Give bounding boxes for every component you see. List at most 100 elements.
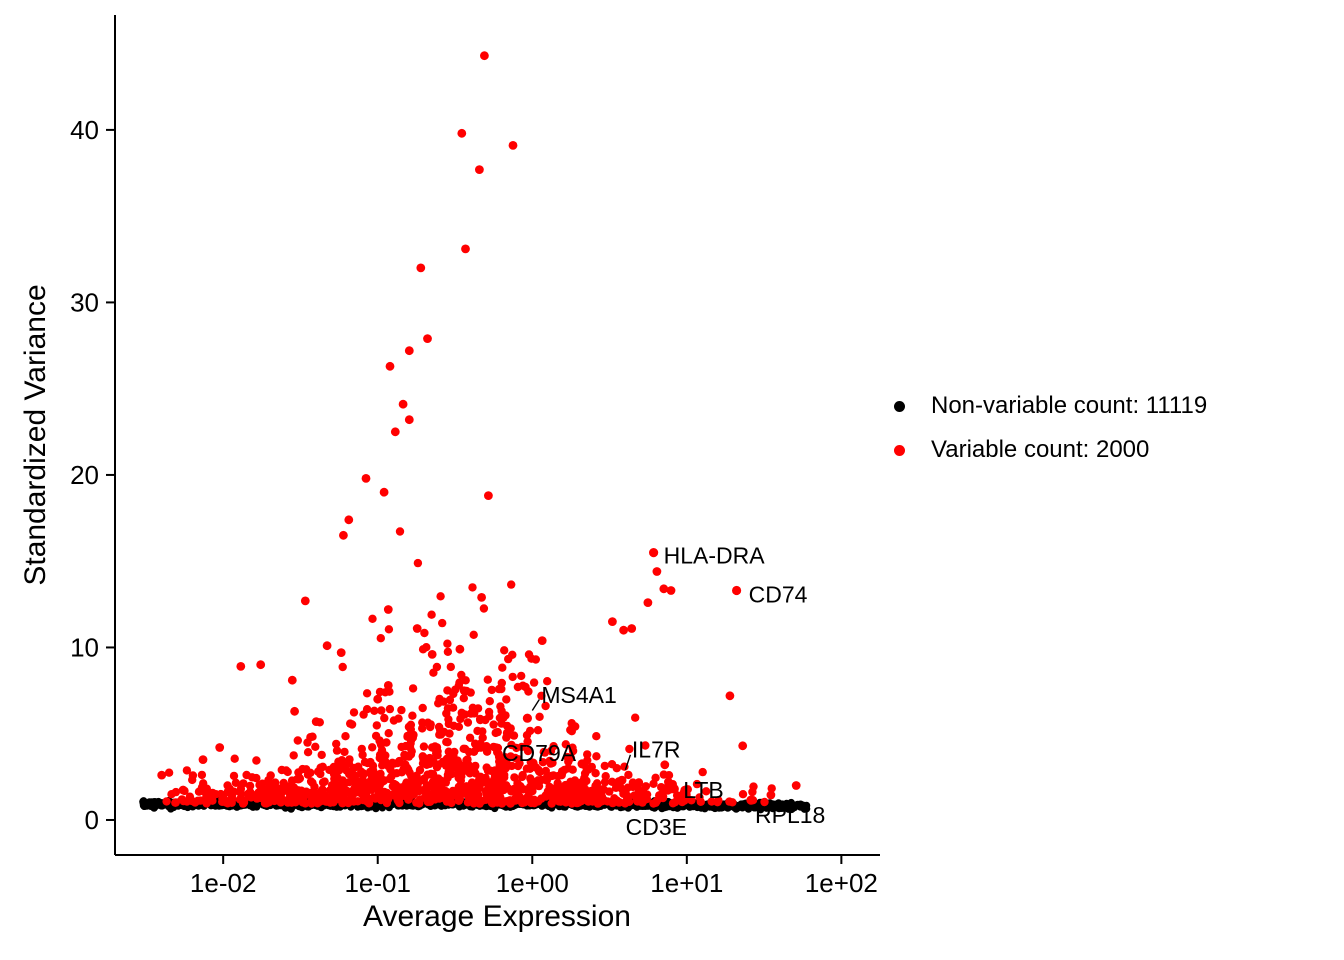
point-variable	[347, 720, 357, 729]
point-variable	[561, 780, 570, 790]
point-variable	[397, 742, 406, 752]
point-nonvariable	[775, 804, 783, 813]
point-variable	[608, 797, 617, 807]
point-variable	[318, 762, 327, 771]
point-variable	[418, 752, 427, 761]
point-variable	[713, 798, 722, 807]
point-variable	[481, 773, 490, 783]
y-tick-label: 40	[70, 115, 99, 145]
point-variable	[541, 766, 550, 776]
legend-dot-red-icon	[894, 444, 905, 456]
point-variable	[332, 746, 342, 755]
point-variable	[230, 754, 239, 763]
point-variable	[592, 752, 601, 761]
point-variable	[329, 798, 338, 807]
legend-item-nonvariable: Non-variable count: 11119	[894, 392, 1207, 420]
point-variable	[392, 769, 401, 778]
point-variable	[549, 742, 558, 751]
point-variable	[307, 799, 316, 808]
point-variable	[526, 757, 535, 767]
axes: 1e-02 1e-01 1e+00 1e+01 1e+02 0 10 20 30 40	[70, 15, 880, 898]
gene-label: IL7R	[632, 736, 681, 762]
y-tick-label: 0	[85, 805, 99, 835]
point-variable	[511, 753, 520, 763]
point-variable	[498, 663, 507, 672]
point-variable	[384, 729, 393, 738]
point-variable	[524, 795, 533, 804]
point-variable	[470, 791, 480, 800]
point-variable	[692, 779, 702, 789]
point-variable	[760, 797, 769, 807]
point-variable	[435, 730, 444, 739]
point-variable-notable	[311, 717, 321, 726]
point-variable	[484, 707, 494, 717]
point-variable	[435, 694, 444, 704]
point-variable	[239, 779, 248, 788]
point-nonvariable	[732, 805, 740, 813]
point-variable	[749, 782, 758, 791]
leader-line	[531, 699, 540, 711]
point-variable	[345, 778, 354, 787]
point-variable	[698, 767, 707, 777]
point-variable	[482, 747, 492, 756]
point-variable	[523, 746, 533, 756]
point-variable	[376, 740, 386, 749]
point-variable	[229, 771, 239, 781]
point-variable	[402, 785, 411, 795]
point-variable	[293, 736, 302, 745]
point-variable	[354, 762, 363, 771]
point-variable	[442, 737, 451, 747]
gene-label: CD79A	[502, 740, 577, 766]
point-nonvariable	[800, 801, 809, 810]
point-variable	[601, 772, 610, 781]
y-tick-label: 30	[70, 287, 99, 317]
point-variable	[456, 714, 465, 724]
point-variable	[450, 791, 460, 800]
point-variable-notable	[300, 596, 310, 606]
point-variable	[193, 796, 202, 805]
gene-label: LTB	[683, 777, 723, 803]
point-variable	[408, 684, 418, 693]
gene-label: CD74	[749, 582, 808, 608]
point-variable	[231, 778, 241, 787]
point-variable	[445, 695, 455, 705]
point-variable	[200, 787, 209, 796]
point-variable	[270, 796, 279, 806]
point-variable	[568, 746, 578, 756]
gene-label: CD3E	[626, 814, 687, 840]
y-tick-label: 10	[70, 632, 99, 662]
point-variable	[362, 705, 372, 714]
point-variable-notable	[666, 586, 676, 595]
point-labeled-gene	[732, 585, 742, 596]
legend-dot-black-icon	[894, 400, 905, 412]
point-variable	[767, 784, 776, 793]
point-variable	[455, 678, 464, 687]
point-variable	[330, 785, 339, 794]
point-variable	[478, 727, 487, 736]
point-variable	[668, 799, 678, 808]
point-variable	[378, 761, 387, 770]
point-variable	[728, 798, 737, 807]
point-variable	[571, 722, 580, 731]
point-variable	[413, 798, 422, 807]
point-variable	[386, 765, 395, 774]
point-variable	[641, 741, 650, 750]
point-variable-notable	[236, 662, 246, 671]
point-variable	[649, 799, 658, 808]
point-variable	[504, 654, 513, 664]
point-variable	[566, 795, 575, 804]
point-variable	[546, 759, 555, 768]
point-variable	[264, 778, 274, 787]
point-variable	[493, 727, 502, 737]
x-axis-title: Average Expression	[363, 900, 631, 933]
point-variable	[459, 686, 469, 695]
point-variable	[459, 694, 468, 703]
point-variable-notable	[627, 624, 637, 633]
point-variable	[512, 743, 521, 753]
point-variable	[375, 687, 385, 697]
x-tick-label: 1e+00	[496, 868, 569, 898]
point-variable	[463, 718, 473, 727]
point-variable	[509, 785, 518, 794]
point-variable	[524, 687, 533, 696]
point-variable	[400, 750, 409, 759]
